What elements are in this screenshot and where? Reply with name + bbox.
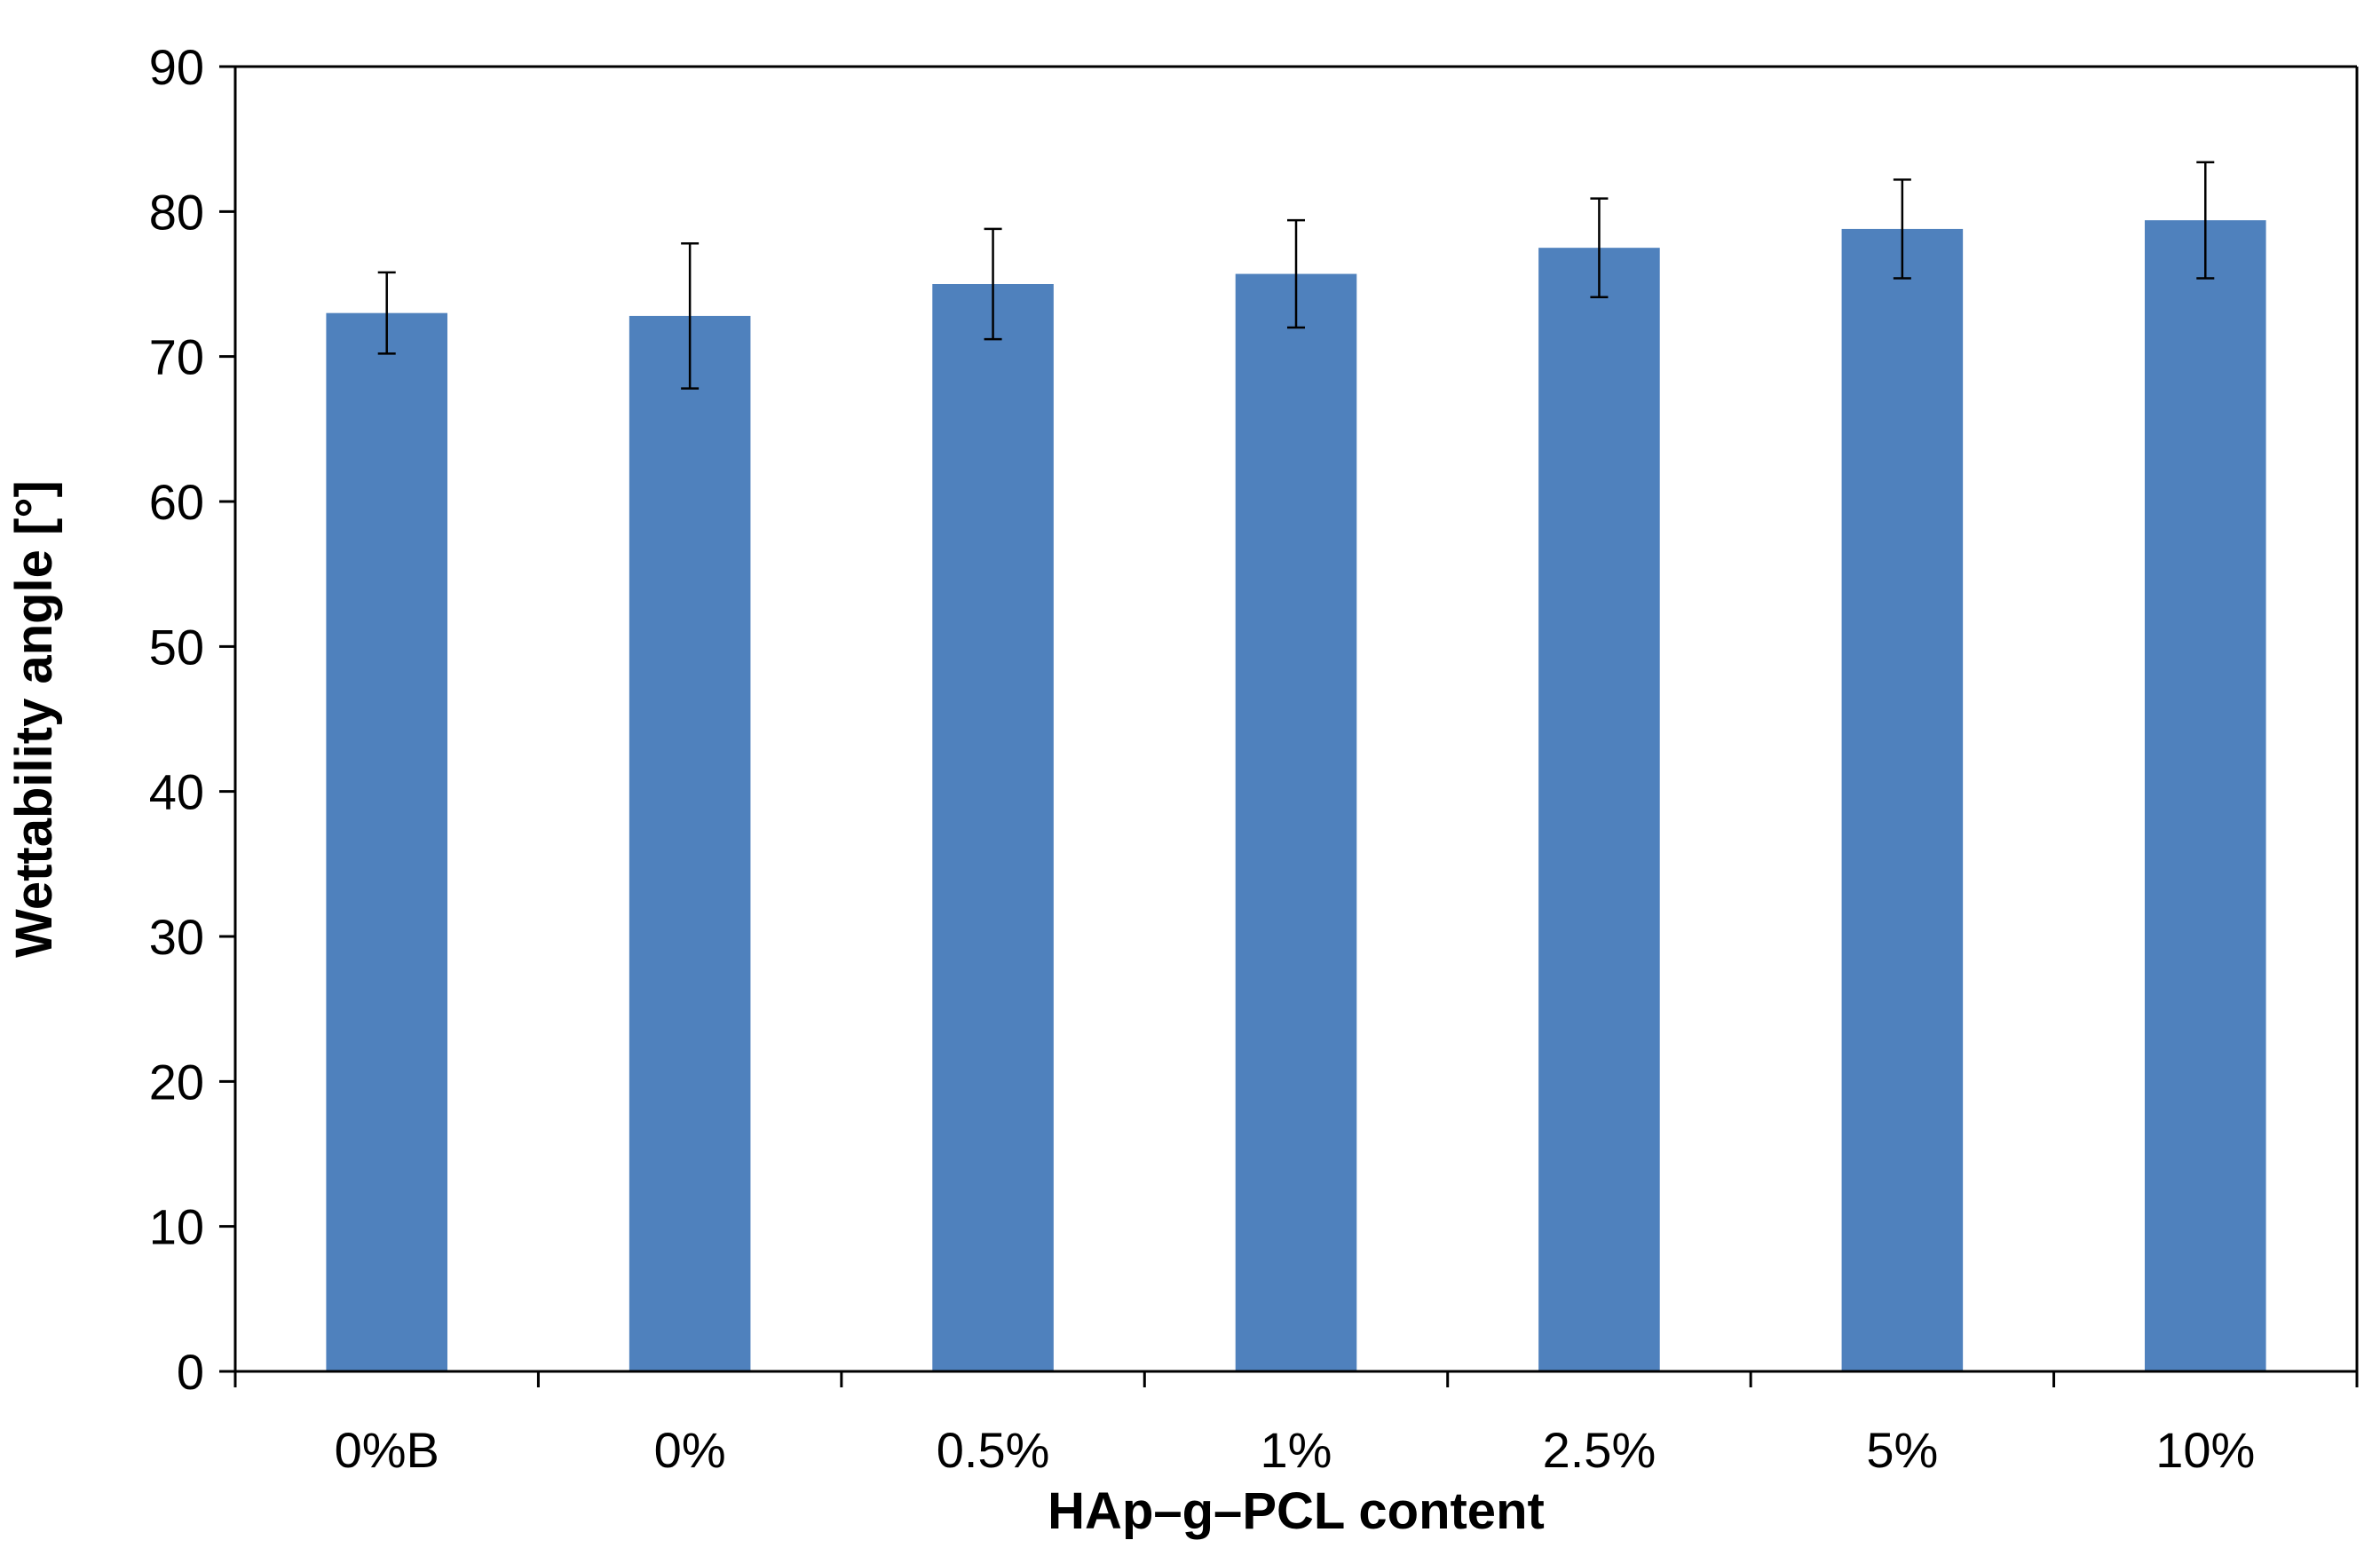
x-tick-label: 5% [1866, 1422, 1938, 1478]
y-tick-label: 70 [149, 329, 204, 385]
y-tick-label: 10 [149, 1199, 204, 1255]
error-bars [377, 161, 2215, 390]
y-tick-label: 90 [149, 39, 204, 95]
x-tick-label: 0% [654, 1422, 726, 1478]
x-tick-label: 1% [1261, 1422, 1332, 1478]
bar-10% [2145, 220, 2266, 1372]
bars [326, 220, 2266, 1372]
bar-5% [1841, 228, 1964, 1371]
y-tick-label: 60 [149, 474, 204, 530]
bar-0% [629, 315, 751, 1371]
x-tick-label: 0.5% [937, 1422, 1050, 1478]
y-axis-ticks: 0 10 20 30 40 50 60 70 80 90 [149, 39, 235, 1400]
y-axis-title: Wettability angle [°] [5, 480, 63, 958]
y-tick-label: 80 [149, 184, 204, 240]
x-tick-label: 0%B [335, 1422, 439, 1478]
y-tick-label: 40 [149, 764, 204, 820]
x-tick-label: 2.5% [1543, 1422, 1657, 1478]
x-axis-ticks: 0%B 0% 0.5% 1% 2.5% 5% 10% [233, 1371, 2359, 1478]
x-axis-title: HAp–g–PCL content [1048, 1482, 1545, 1540]
y-tick-label: 50 [149, 619, 204, 675]
y-tick-label: 0 [177, 1344, 204, 1400]
bar-2.5% [1538, 248, 1660, 1372]
y-tick-label: 20 [149, 1054, 204, 1110]
bar-0.5% [932, 284, 1054, 1371]
x-tick-label: 10% [2155, 1422, 2255, 1478]
bar-0%B [326, 312, 447, 1372]
y-tick-label: 30 [149, 909, 204, 965]
bar-1% [1235, 273, 1357, 1372]
